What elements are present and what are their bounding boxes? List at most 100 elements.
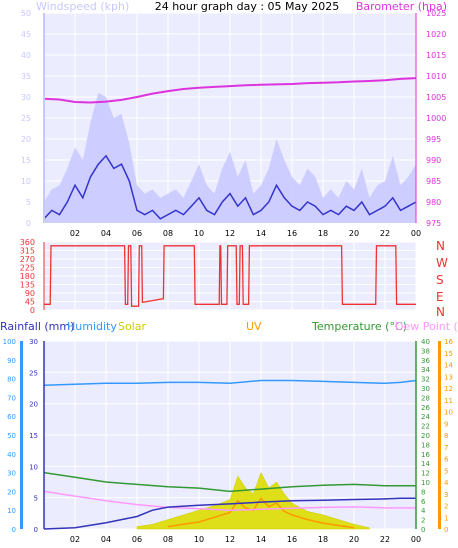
hour-tick-label: 04 bbox=[101, 535, 111, 544]
direction-series bbox=[44, 245, 416, 307]
barometer-tick-label: 975 bbox=[426, 219, 441, 228]
direction-tick-label: 270 bbox=[20, 255, 35, 264]
uv-axis-title: UV bbox=[246, 320, 262, 333]
direction-tick-label: 0 bbox=[30, 306, 35, 315]
rainfall-line bbox=[43, 497, 416, 530]
barometer-tick-label: 1000 bbox=[426, 114, 446, 123]
humidity-tick-label: 80 bbox=[7, 376, 16, 384]
temperature-tick-label: 4 bbox=[421, 507, 426, 515]
hour-tick-label: 06 bbox=[132, 535, 142, 544]
barometer-tick-label: 980 bbox=[426, 198, 441, 207]
rainfall-tick-label: 0 bbox=[34, 526, 38, 534]
rainfall-tick-label: 25 bbox=[29, 369, 38, 377]
humidity-tick-label: 50 bbox=[7, 432, 16, 440]
humidity-tick-label: 40 bbox=[7, 451, 16, 459]
humidity-line bbox=[43, 379, 417, 386]
temperature-tick-label: 22 bbox=[421, 423, 430, 431]
barometer-tick-label: 1005 bbox=[426, 93, 446, 102]
temperature-tick-label: 38 bbox=[421, 347, 430, 355]
humidity-tick-label: 10 bbox=[7, 507, 16, 515]
temperature-tick-label: 26 bbox=[421, 404, 430, 412]
temperature-tick-label: 10 bbox=[421, 479, 430, 487]
temperature-tick-label: 18 bbox=[421, 441, 430, 449]
barometer-tick-label: 990 bbox=[426, 156, 441, 165]
rainfall-tick-label: 5 bbox=[34, 495, 38, 503]
hour-tick-label: 02 bbox=[70, 535, 80, 544]
temperature-tick-label: 12 bbox=[421, 470, 430, 478]
rainfall-tick-label: 30 bbox=[29, 338, 38, 346]
direction-label-n: N bbox=[436, 239, 445, 253]
hour-tick-label: 10 bbox=[194, 535, 204, 544]
humidity-tick-label: 90 bbox=[7, 357, 16, 365]
direction-tick-label: 180 bbox=[20, 272, 35, 281]
barometer-tick-label: 1015 bbox=[426, 51, 446, 60]
uv-tick-label: 13 bbox=[444, 373, 453, 381]
temperature-line bbox=[43, 471, 416, 493]
barometer-tick-label: 985 bbox=[426, 177, 441, 186]
direction-tick-label: 315 bbox=[20, 247, 35, 256]
barometer-axis-title: Barometer (hpa) bbox=[356, 0, 447, 13]
temperature-tick-label: 20 bbox=[421, 432, 430, 440]
hour-tick-label: 08 bbox=[163, 229, 173, 238]
humidity-tick-label: 70 bbox=[7, 394, 16, 402]
temperature-tick-label: 16 bbox=[421, 451, 430, 459]
temperature-axis-title: Temperature (°C) bbox=[311, 320, 407, 333]
wind-tick-label: 50 bbox=[21, 9, 31, 18]
temperature-tick-label: 34 bbox=[421, 366, 430, 374]
barometer-tick-label: 995 bbox=[426, 135, 441, 144]
hour-tick-label: 18 bbox=[318, 535, 328, 544]
uv-tick-label: 0 bbox=[444, 526, 448, 534]
direction-tick-label: 225 bbox=[20, 264, 35, 273]
hour-tick-label: 12 bbox=[225, 229, 235, 238]
hour-tick-label: 22 bbox=[380, 535, 390, 544]
direction-label-w: W bbox=[436, 256, 448, 270]
humidity-axis-title: Humidity bbox=[67, 320, 117, 333]
wind-tick-label: 35 bbox=[21, 72, 31, 81]
uv-axis-bar bbox=[438, 341, 441, 529]
temperature-tick-label: 40 bbox=[421, 338, 430, 346]
humidity-tick-label: 30 bbox=[7, 470, 16, 478]
temperature-tick-label: 0 bbox=[421, 526, 425, 534]
wind-tick-label: 15 bbox=[21, 156, 31, 165]
hour-tick-label: 02 bbox=[70, 229, 80, 238]
gust-area bbox=[44, 92, 416, 223]
direction-label-s: S bbox=[436, 273, 444, 287]
graph-title: 24 hour graph day : 05 May 2025 bbox=[155, 0, 340, 13]
wind-tick-label: 10 bbox=[21, 177, 31, 186]
hour-tick-label: 20 bbox=[349, 535, 359, 544]
hour-tick-label: 06 bbox=[132, 229, 142, 238]
temperature-tick-label: 32 bbox=[421, 376, 430, 384]
uv-tick-label: 7 bbox=[444, 444, 448, 452]
wind-series bbox=[43, 77, 417, 223]
hour-tick-label: 16 bbox=[287, 229, 297, 238]
barometer-tick-label: 1020 bbox=[426, 30, 446, 39]
temperature-tick-label: 6 bbox=[421, 498, 426, 506]
wind-axes: 0510152025303540455097598098599099510001… bbox=[21, 9, 447, 238]
temperature-tick-label: 8 bbox=[421, 488, 425, 496]
barometer-tick-label: 1010 bbox=[426, 72, 446, 81]
dewpoint-line bbox=[43, 490, 416, 511]
wind-tick-label: 40 bbox=[21, 51, 31, 60]
windspeed-line bbox=[43, 154, 417, 220]
humidity-tick-label: 100 bbox=[3, 338, 16, 346]
barometer-tick-label: 1025 bbox=[426, 9, 446, 18]
temperature-tick-label: 36 bbox=[421, 357, 430, 365]
temperature-tick-label: 28 bbox=[421, 394, 430, 402]
uv-tick-label: 10 bbox=[444, 409, 453, 417]
hour-tick-label: 00 bbox=[411, 229, 421, 238]
uv-tick-label: 4 bbox=[444, 479, 449, 487]
temperature-tick-label: 2 bbox=[421, 517, 425, 525]
hour-tick-label: 10 bbox=[194, 229, 204, 238]
uv-tick-label: 11 bbox=[444, 397, 453, 405]
hour-tick-label: 16 bbox=[287, 535, 297, 544]
lower-series bbox=[43, 379, 417, 530]
dewpoint-axis-title: Dew Point (°C) bbox=[395, 320, 458, 333]
wind-tick-label: 25 bbox=[21, 114, 31, 123]
uv-tick-label: 1 bbox=[444, 514, 448, 522]
solar-area bbox=[136, 471, 370, 530]
hour-tick-label: 22 bbox=[380, 229, 390, 238]
uv-tick-label: 15 bbox=[444, 350, 453, 358]
wind-tick-label: 20 bbox=[21, 135, 31, 144]
